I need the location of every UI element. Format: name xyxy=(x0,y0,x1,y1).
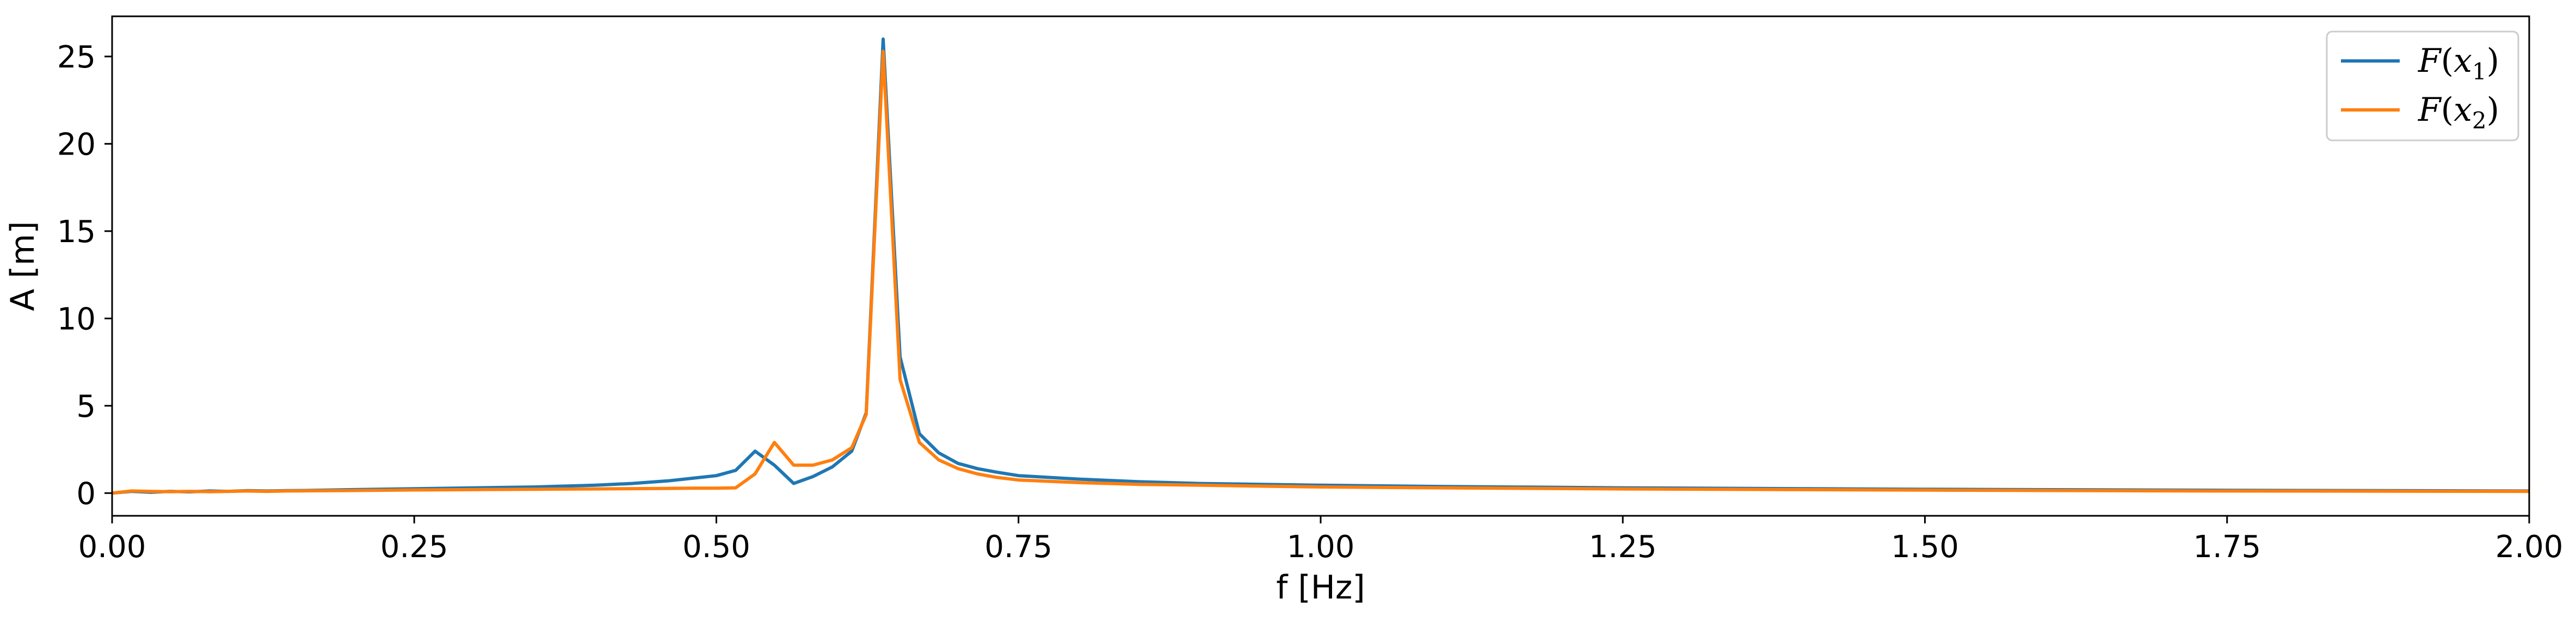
x-tick-label: 0.25 xyxy=(380,529,448,565)
legend-entry-1: F(x1) xyxy=(2341,42,2499,85)
x-tick-label: 0.75 xyxy=(984,529,1052,565)
legend-label: F(x2) xyxy=(2418,91,2499,134)
y-tick-label: 25 xyxy=(57,40,96,75)
legend-box xyxy=(2326,30,2519,141)
y-tick-label: 20 xyxy=(57,127,96,162)
y-tick-label: 0 xyxy=(76,476,96,511)
x-tick-label: 1.25 xyxy=(1589,529,1657,565)
y-tick-label: 5 xyxy=(76,389,96,424)
series-line-2 xyxy=(112,50,2529,495)
x-axis-label: f [Hz] xyxy=(1276,569,1365,607)
legend-label: F(x1) xyxy=(2418,42,2499,85)
y-tick-label: 10 xyxy=(57,301,96,337)
x-tick-label: 0.00 xyxy=(78,529,146,565)
series-layer xyxy=(112,37,2529,495)
x-tick-label: 0.50 xyxy=(682,529,750,565)
x-axis: 0.00 0.25 0.50 0.75 1.00 1.25 1.50 1.75 2.00 xyxy=(78,516,2563,565)
y-axis: 0 5 10 15 20 25 xyxy=(57,40,112,511)
x-tick-label: 1.00 xyxy=(1287,529,1355,565)
x-tick-label: 2.00 xyxy=(2495,529,2563,565)
x-tick-label: 1.50 xyxy=(1891,529,1959,565)
legend: F(x1) F(x2) xyxy=(2326,30,2519,141)
x-tick-label: 1.75 xyxy=(2193,529,2261,565)
y-tick-label: 15 xyxy=(57,214,96,250)
legend-entry-2: F(x2) xyxy=(2341,91,2499,134)
y-axis-label: A [m] xyxy=(4,221,42,311)
